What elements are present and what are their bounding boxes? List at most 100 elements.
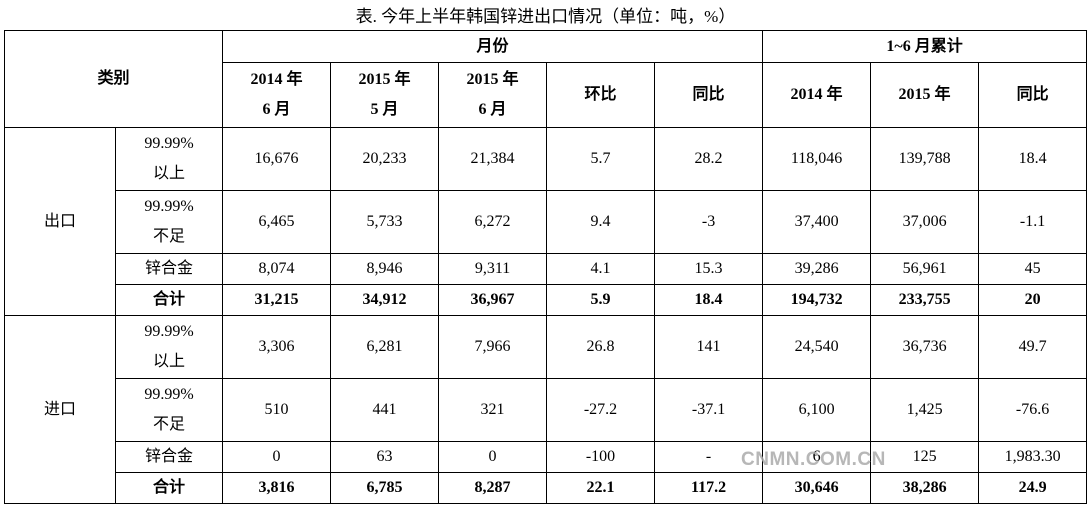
cell-line: 2015 年 bbox=[466, 71, 519, 88]
data-cell: -27.2 bbox=[546, 378, 656, 442]
data-cell: 15.3 bbox=[654, 253, 764, 285]
data-cell: 34,912 bbox=[330, 284, 440, 316]
table-row: 进口 99.99% 以上 3,306 6,281 7,966 26.8 141 24,540 36… bbox=[4, 315, 1088, 504]
data-cell: 24.9 bbox=[978, 472, 1088, 504]
table-row: 合计 31,215 34,912 36,967 5.9 18.4 194,732 233,75… bbox=[5, 284, 1088, 316]
data-cell: 6,100 bbox=[762, 378, 872, 442]
data-cell: 125 bbox=[870, 441, 980, 473]
cell-line: 合计 bbox=[153, 291, 186, 308]
data-cell: 1,425 bbox=[870, 378, 980, 442]
data-cell: -1.1 bbox=[978, 190, 1088, 254]
data-cell: 1,983.30 bbox=[978, 441, 1088, 473]
header-cell: 2015 年 5 月 bbox=[330, 62, 440, 128]
data-cell: 5.9 bbox=[546, 284, 656, 316]
data-cell: 6,272 bbox=[438, 190, 548, 254]
table-row: 锌合金 8,074 8,946 9,311 4.1 15.3 39,286 56,961 45 bbox=[5, 253, 1088, 285]
section-cell: 进口 bbox=[4, 315, 116, 504]
table-row: 99.99% 不足 510 441 321 -27.2 -37.1 6,100 1,425 -76… bbox=[5, 378, 1088, 442]
data-cell: 8,074 bbox=[222, 253, 332, 285]
data-cell: 63 bbox=[330, 441, 440, 473]
header-cell: 2014 年 6 月 bbox=[222, 62, 332, 128]
cell-line: 不足 bbox=[153, 416, 186, 433]
data-cell: 30,646 bbox=[762, 472, 872, 504]
cell-line: 2015 年 bbox=[898, 86, 951, 103]
header-cell: 同比 bbox=[654, 62, 764, 128]
data-cell: 9.4 bbox=[546, 190, 656, 254]
cell-line: 锌合金 bbox=[145, 260, 194, 277]
row-label: 锌合金 bbox=[114, 441, 224, 473]
data-cell: 31,215 bbox=[222, 284, 332, 316]
data-cell: 3,816 bbox=[222, 472, 332, 504]
data-cell: 26.8 bbox=[546, 315, 656, 379]
data-cell: 18.4 bbox=[654, 284, 764, 316]
data-cell: 37,400 bbox=[762, 190, 872, 254]
data-cell: 49.7 bbox=[978, 315, 1088, 379]
data-cell: 0 bbox=[222, 441, 332, 473]
data-cell: 45 bbox=[978, 253, 1088, 285]
data-cell: 18.4 bbox=[978, 127, 1088, 191]
data-cell: 24,540 bbox=[762, 315, 872, 379]
row-label: 99.99% 不足 bbox=[114, 378, 224, 442]
table-row: 99.99% 不足 6,465 5,733 6,272 9.4 -3 37,400 37,006… bbox=[5, 190, 1088, 254]
data-cell: 233,755 bbox=[870, 284, 980, 316]
row-label: 99.99% 以上 bbox=[114, 315, 224, 379]
data-cell: 139,788 bbox=[870, 127, 980, 191]
table-row: 出口 99.99% 以上 16,676 20,233 21,384 5.7 28.2 118,0… bbox=[4, 127, 1088, 316]
table-row: 合计 3,816 6,785 8,287 22.1 117.2 30,646 38,286 24… bbox=[5, 472, 1088, 504]
cell-line: 99.99% bbox=[144, 198, 194, 215]
header-cell: 1~6 月累计 bbox=[762, 30, 1088, 63]
data-cell: 7,966 bbox=[438, 315, 548, 379]
data-cell: 20,233 bbox=[330, 127, 440, 191]
cell-line: 锌合金 bbox=[145, 448, 194, 465]
watermark: CNMN.COM.CN bbox=[741, 449, 886, 470]
data-cell: 6,465 bbox=[222, 190, 332, 254]
header-cell: 2015 年 6 月 bbox=[438, 62, 548, 128]
data-cell: 39,286 bbox=[762, 253, 872, 285]
row-label: 锌合金 bbox=[114, 253, 224, 285]
cell-line: 6 月 bbox=[262, 101, 291, 118]
row-label: 合计 bbox=[114, 284, 224, 316]
header-cell: 同比 bbox=[978, 62, 1088, 128]
cell-line: 99.99% bbox=[144, 135, 194, 152]
data-table: 类别 月份 1~6 月累计 2014 年 6 月 2015 年 5 月 2015 年 6 … bbox=[3, 30, 1088, 504]
data-cell: -76.6 bbox=[978, 378, 1088, 442]
cell-line: 以上 bbox=[153, 353, 186, 370]
section-cell: 出口 bbox=[4, 127, 116, 316]
header-cell: 月份 bbox=[222, 30, 764, 63]
data-cell: 194,732 bbox=[762, 284, 872, 316]
data-cell: 8,287 bbox=[438, 472, 548, 504]
data-cell: 4.1 bbox=[546, 253, 656, 285]
header-cell: 2015 年 bbox=[870, 62, 980, 128]
cell-line: 2015 年 bbox=[358, 71, 411, 88]
data-cell: 36,967 bbox=[438, 284, 548, 316]
data-cell: 28.2 bbox=[654, 127, 764, 191]
cell-line: 99.99% bbox=[144, 386, 194, 403]
cell-line: 同比 bbox=[692, 86, 725, 103]
data-cell: 38,286 bbox=[870, 472, 980, 504]
data-cell: -3 bbox=[654, 190, 764, 254]
data-cell: 36,736 bbox=[870, 315, 980, 379]
data-cell: 21,384 bbox=[438, 127, 548, 191]
data-cell: 56,961 bbox=[870, 253, 980, 285]
data-cell: 118,046 bbox=[762, 127, 872, 191]
table-row: 锌合金 0 63 0 -100-6 125 1,983.30 bbox=[5, 441, 1088, 473]
row-label: 99.99% 不足 bbox=[114, 190, 224, 254]
data-cell: 6,785 bbox=[330, 472, 440, 504]
data-cell: 141 bbox=[654, 315, 764, 379]
data-cell: 16,676 bbox=[222, 127, 332, 191]
row-label: 合计 bbox=[114, 472, 224, 504]
data-cell: 22.1 bbox=[546, 472, 656, 504]
data-cell: -37.1 bbox=[654, 378, 764, 442]
cell-line: 环比 bbox=[584, 86, 617, 103]
table-title: 表. 今年上半年韩国锌进出口情况（单位：吨，%） bbox=[355, 7, 736, 26]
data-cell: 5.7 bbox=[546, 127, 656, 191]
cell-line: 同比 bbox=[1016, 86, 1049, 103]
data-cell: 510 bbox=[222, 378, 332, 442]
data-cell: 8,946 bbox=[330, 253, 440, 285]
data-cell: 20 bbox=[978, 284, 1088, 316]
cell-line: 不足 bbox=[153, 228, 186, 245]
header-cell: 环比 bbox=[546, 62, 656, 128]
data-cell: 3,306 bbox=[222, 315, 332, 379]
row-label: 99.99% 以上 bbox=[114, 127, 224, 191]
data-cell: 117.2 bbox=[654, 472, 764, 504]
